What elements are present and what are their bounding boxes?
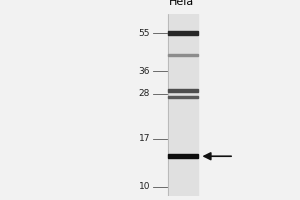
Text: Hela: Hela [169,0,194,7]
Bar [168,14,198,196]
Text: 17: 17 [139,134,150,143]
Text: 10: 10 [139,182,150,191]
Text: 36: 36 [139,67,150,76]
Text: 28: 28 [139,89,150,98]
Bar [168,89,198,92]
Bar [168,31,198,35]
Bar [168,154,198,158]
Bar [168,96,198,98]
Bar [168,54,198,56]
Text: 55: 55 [139,29,150,38]
